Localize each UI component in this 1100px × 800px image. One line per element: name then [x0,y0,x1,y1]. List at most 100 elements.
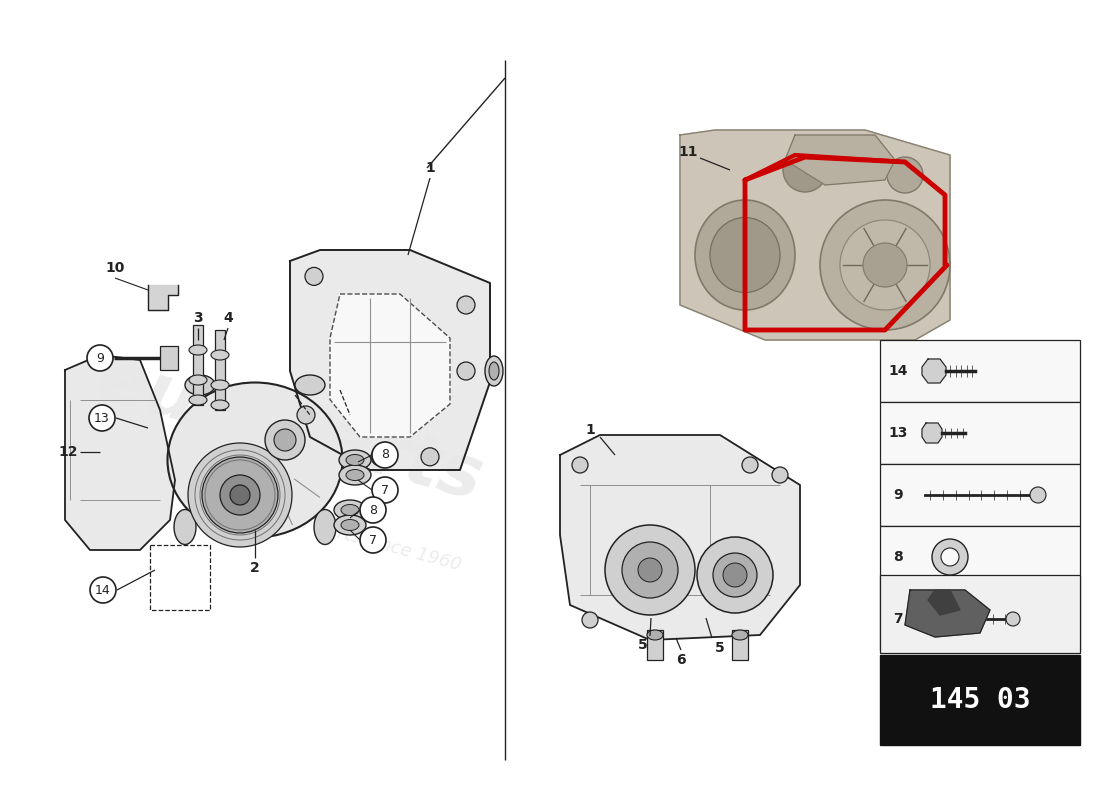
Circle shape [742,457,758,473]
Ellipse shape [339,450,371,470]
Circle shape [713,553,757,597]
Bar [880,464,1080,526]
Circle shape [372,477,398,503]
Text: 7: 7 [368,534,377,546]
Polygon shape [922,423,942,443]
Bar [880,340,1080,402]
Ellipse shape [732,630,748,640]
Ellipse shape [167,382,342,538]
Circle shape [305,267,323,286]
Circle shape [605,525,695,615]
Polygon shape [922,359,946,383]
Bar [192,325,204,405]
Text: 8: 8 [368,503,377,517]
Text: 14: 14 [95,583,111,597]
Polygon shape [680,130,950,340]
Text: 6: 6 [676,653,685,667]
Circle shape [820,200,950,330]
Bar [214,330,225,410]
Circle shape [697,537,773,613]
Text: 145 03: 145 03 [930,686,1031,714]
Text: 7: 7 [381,483,389,497]
Bar [160,346,178,370]
Text: 10: 10 [106,261,124,275]
Ellipse shape [346,454,364,466]
Circle shape [202,457,278,533]
Ellipse shape [189,395,207,405]
Circle shape [723,563,747,587]
Ellipse shape [341,519,359,530]
Circle shape [456,296,475,314]
Text: 3: 3 [194,311,202,325]
Circle shape [297,406,315,424]
Bar [880,655,1080,745]
Ellipse shape [211,400,229,410]
Polygon shape [290,250,490,470]
Text: 7: 7 [893,612,903,626]
Ellipse shape [189,375,207,385]
Ellipse shape [334,500,366,520]
Circle shape [572,457,588,473]
Text: 5: 5 [638,638,648,652]
Text: 8: 8 [381,449,389,462]
Ellipse shape [710,218,780,293]
Circle shape [230,485,250,505]
Circle shape [887,157,923,193]
Text: 11: 11 [679,145,697,159]
Text: 13: 13 [95,411,110,425]
Circle shape [372,442,398,468]
Ellipse shape [341,505,359,515]
Text: 9: 9 [893,488,903,502]
Text: 9: 9 [96,351,103,365]
Ellipse shape [211,380,229,390]
Bar [647,630,663,660]
Circle shape [1006,612,1020,626]
Text: 1: 1 [425,161,435,175]
Polygon shape [560,435,800,640]
Text: 2: 2 [250,561,260,575]
Circle shape [621,542,678,598]
Polygon shape [65,355,175,550]
Ellipse shape [334,515,366,535]
Circle shape [783,148,827,192]
Text: 13: 13 [889,426,908,440]
Circle shape [932,539,968,575]
Circle shape [360,497,386,523]
Bar [880,402,1080,464]
Text: euroParts: euroParts [90,346,491,514]
Circle shape [89,405,116,431]
Ellipse shape [185,375,214,395]
Ellipse shape [647,630,663,640]
Ellipse shape [346,470,364,481]
Circle shape [188,443,292,547]
Ellipse shape [211,350,229,360]
Circle shape [371,448,389,466]
Circle shape [360,527,386,553]
Circle shape [940,548,959,566]
Polygon shape [330,294,450,437]
Polygon shape [148,285,178,310]
Ellipse shape [314,510,336,545]
Bar [880,526,1080,588]
Text: 14: 14 [889,364,908,378]
Text: a passion for parts since 1960: a passion for parts since 1960 [197,486,463,574]
Circle shape [265,420,305,460]
Circle shape [456,362,475,380]
Text: 12: 12 [58,445,78,459]
Circle shape [220,475,260,515]
Ellipse shape [485,356,503,386]
Text: 4: 4 [223,311,233,325]
Circle shape [638,558,662,582]
Ellipse shape [695,200,795,310]
Bar [880,575,1080,653]
Text: 8: 8 [893,550,903,564]
Circle shape [772,467,788,483]
Polygon shape [785,135,895,185]
Text: 5: 5 [715,641,725,655]
Text: 1: 1 [585,423,595,437]
Ellipse shape [295,375,324,395]
Ellipse shape [174,510,196,545]
Bar [732,630,748,660]
Circle shape [1030,487,1046,503]
Polygon shape [928,590,960,615]
